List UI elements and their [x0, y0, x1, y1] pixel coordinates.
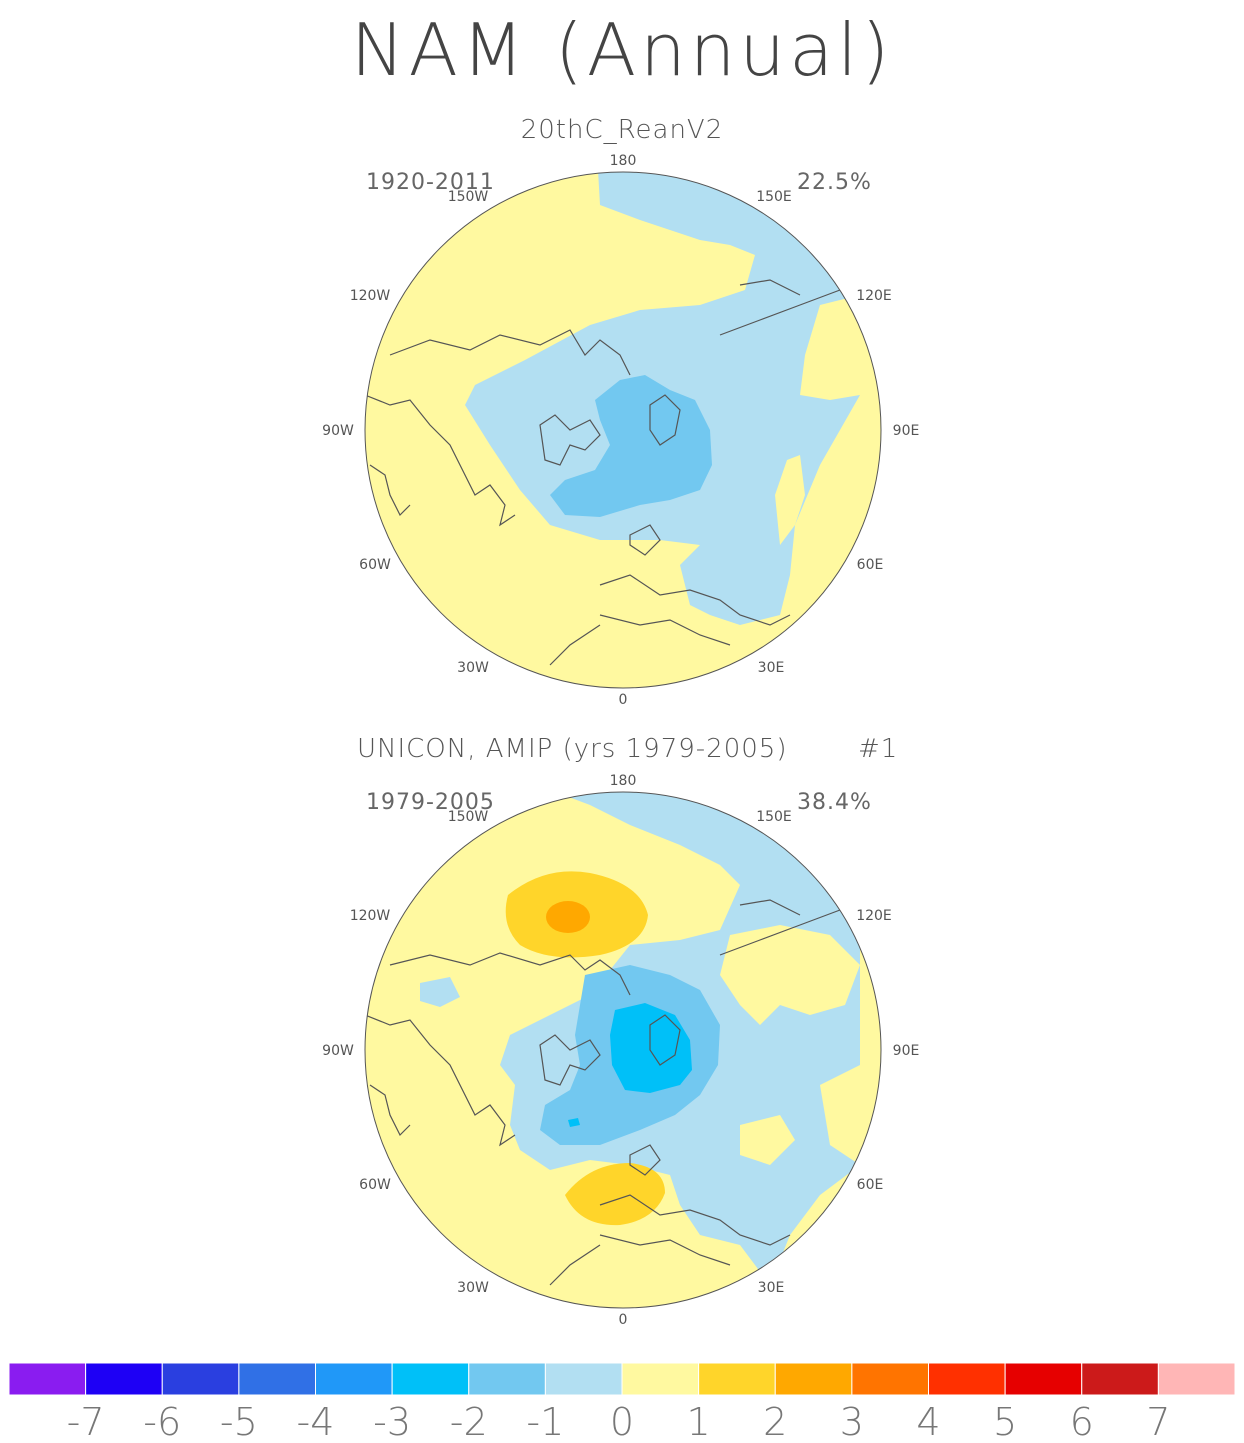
colorbar-box-2 — [161, 1362, 240, 1396]
panel1-lon-90w: 90W — [322, 423, 354, 439]
panel1-map-boundary — [364, 171, 882, 689]
panel1-variance: 22.5% — [797, 170, 872, 195]
colorbar: -7 -6 -5 -4 -3 -2 -1 0 1 2 3 4 5 6 7 — [8, 1362, 1236, 1443]
colorbar-label: -1 — [526, 1400, 564, 1443]
panel1-lon-30w: 30W — [457, 660, 489, 676]
panel2-subtitle: UNICON, AMIP (yrs 1979-2005) — [357, 734, 788, 764]
colorbar-box-11 — [851, 1362, 929, 1396]
colorbar-label: -7 — [67, 1400, 105, 1443]
panel1-lon-30e: 30E — [758, 660, 785, 676]
panel2-europe-high — [565, 1163, 665, 1226]
colorbar-label: -4 — [297, 1400, 335, 1443]
panel2-run: #1 — [858, 734, 899, 764]
panel2-lon-90e: 90E — [893, 1043, 920, 1059]
panel1-lon-150w: 150W — [448, 189, 489, 205]
panel2-lon-150e: 150E — [756, 809, 792, 825]
colorbar-box-5 — [391, 1362, 470, 1396]
colorbar-box-7 — [544, 1362, 623, 1396]
colorbar-label: 5 — [993, 1400, 1017, 1443]
panel1-lon-60e: 60E — [857, 557, 884, 573]
panel2-lon-60w: 60W — [359, 1177, 391, 1193]
colorbar-box-9 — [698, 1362, 776, 1396]
colorbar-label: -5 — [220, 1400, 258, 1443]
panel2-lon-120w: 120W — [350, 908, 391, 924]
colorbar-label: -6 — [143, 1400, 181, 1443]
panel2-pacific-high-core — [546, 901, 590, 933]
colorbar-label: 6 — [1070, 1400, 1094, 1443]
panel1-lon-0: 0 — [619, 692, 628, 708]
panel1-lon-120e: 120E — [856, 288, 892, 304]
colorbar-box-10 — [774, 1362, 853, 1396]
colorbar-box-4 — [315, 1362, 393, 1396]
panel2-lon-180: 180 — [610, 773, 637, 789]
panel1-years: 1920-2011 — [366, 170, 495, 195]
panel1-lon-150e: 150E — [756, 189, 792, 205]
colorbar-box-15 — [1157, 1362, 1236, 1396]
colorbar-label: 4 — [916, 1400, 940, 1443]
colorbar-box-1 — [85, 1362, 163, 1396]
colorbar-boxes — [8, 1362, 1236, 1396]
colorbar-labels: -7 -6 -5 -4 -3 -2 -1 0 1 2 3 4 5 6 7 — [67, 1400, 1171, 1443]
panel2-lon-90w: 90W — [322, 1043, 354, 1059]
panel2-lon-30w: 30W — [457, 1280, 489, 1296]
figure-title: NAM (Annual) — [350, 8, 894, 92]
panel2-lon-0: 0 — [619, 1312, 628, 1328]
panel1-lon-180: 180 — [610, 153, 637, 169]
colorbar-box-3 — [238, 1362, 316, 1396]
panel2-map: 180 150W 150E 120W 120E 90W 90E 60W 60E … — [322, 773, 920, 1328]
colorbar-box-8 — [621, 1362, 700, 1396]
colorbar-box-0 — [8, 1362, 87, 1396]
panel2-lon-150w: 150W — [448, 809, 489, 825]
colorbar-label: -3 — [373, 1400, 411, 1443]
panel2-variance: 38.4% — [797, 790, 872, 815]
panel2-cyan-core — [610, 1003, 692, 1093]
panel2-map-boundary — [364, 791, 882, 1309]
colorbar-box-13 — [1004, 1362, 1083, 1396]
colorbar-label: 3 — [840, 1400, 864, 1443]
colorbar-box-14 — [1081, 1362, 1159, 1396]
colorbar-label: 0 — [610, 1400, 634, 1443]
panel2-lon-120e: 120E — [856, 908, 892, 924]
panel2-lon-60e: 60E — [857, 1177, 884, 1193]
panel1-lon-90e: 90E — [893, 423, 920, 439]
colorbar-box-12 — [928, 1362, 1006, 1396]
colorbar-box-6 — [468, 1362, 546, 1396]
colorbar-label: 1 — [687, 1400, 711, 1443]
panel1-lon-120w: 120W — [350, 288, 391, 304]
panel1-lon-60w: 60W — [359, 557, 391, 573]
colorbar-label: 2 — [763, 1400, 787, 1443]
colorbar-label: -2 — [450, 1400, 488, 1443]
panel1-map: 180 150W 150E 120W 120E 90W 90E 60W 60E … — [322, 153, 920, 708]
colorbar-label: 7 — [1146, 1400, 1170, 1443]
panel1-subtitle: 20thC_ReanV2 — [520, 115, 724, 145]
panel1-core-region — [550, 375, 712, 517]
panel2-lon-30e: 30E — [758, 1280, 785, 1296]
panel2-years: 1979-2005 — [366, 790, 495, 815]
